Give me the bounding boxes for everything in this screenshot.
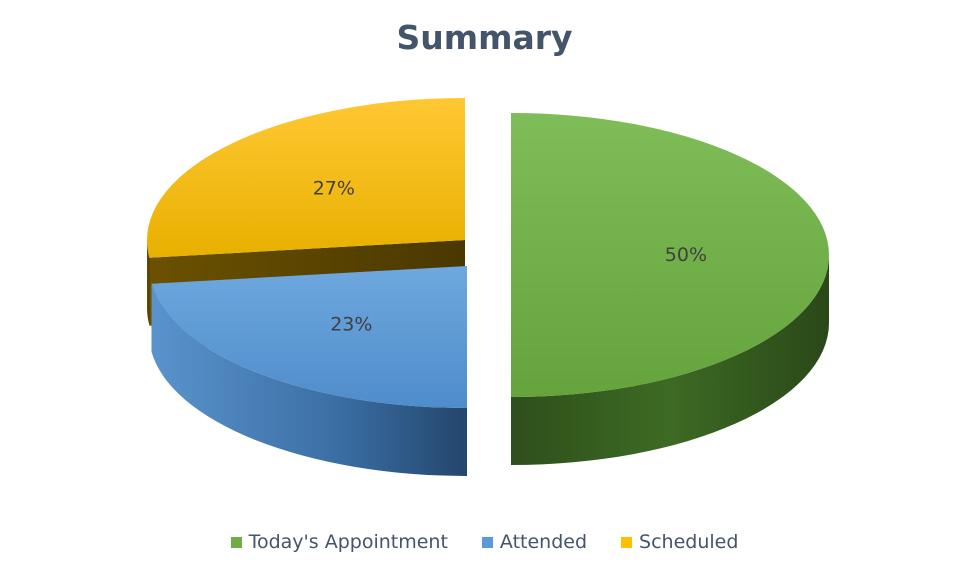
legend-swatch <box>621 536 633 548</box>
chart-title: Summary <box>396 18 573 57</box>
data-label: 27% <box>313 177 355 199</box>
legend-label: Attended <box>499 531 588 553</box>
data-label: 50% <box>665 244 707 266</box>
legend-item: Scheduled <box>621 531 738 553</box>
legend-label: Scheduled <box>639 531 739 553</box>
legend-item: Today's Appointment <box>230 531 448 553</box>
legend-label: Today's Appointment <box>248 531 448 553</box>
pie-slice-scheduled[interactable] <box>147 98 465 258</box>
legend-swatch <box>481 536 493 548</box>
data-label: 23% <box>330 314 372 336</box>
pie-slice-today-s-appointment[interactable] <box>511 113 829 397</box>
pie-slice-attended[interactable] <box>151 266 468 408</box>
legend-swatch <box>230 536 242 548</box>
legend-item: Attended <box>481 531 588 553</box>
chart-legend: Today's Appointment Attended Scheduled <box>0 531 969 553</box>
